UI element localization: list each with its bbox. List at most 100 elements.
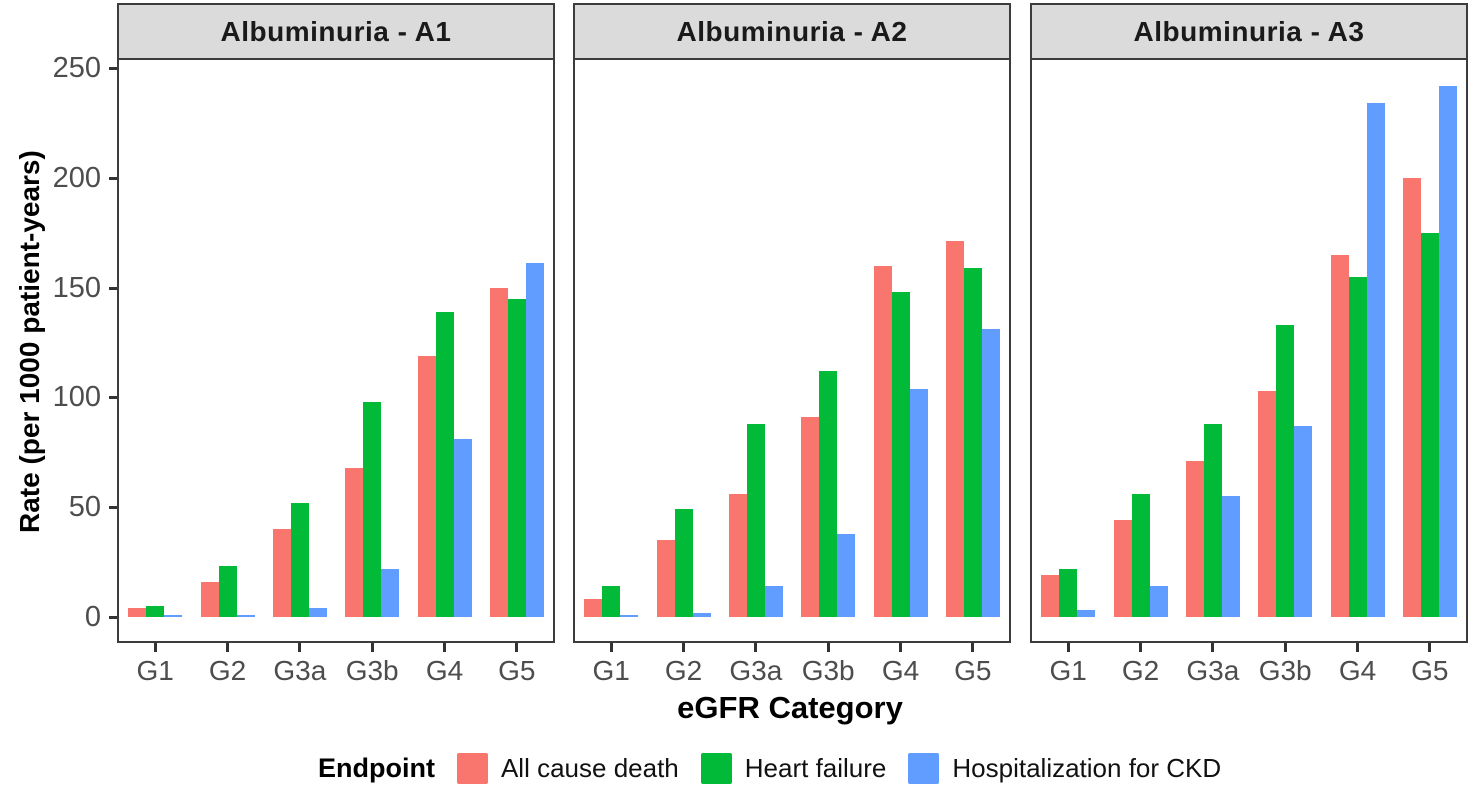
- y-axis-tick-label: 100: [52, 381, 101, 414]
- bar: [308, 608, 327, 617]
- bar: [1258, 391, 1277, 617]
- x-axis-tick-label: G3b: [801, 655, 855, 686]
- bar: [218, 566, 237, 617]
- x-axis-tick-label: G3b: [1258, 655, 1312, 686]
- bar: [1077, 610, 1096, 617]
- x-axis-tick: [153, 643, 157, 652]
- x-axis-tick-label: G5: [498, 655, 536, 686]
- bar: [272, 529, 291, 617]
- legend-swatch: [456, 752, 488, 784]
- x-axis-tick: [1428, 643, 1432, 652]
- bar: [453, 439, 472, 617]
- plot-area: [1030, 58, 1468, 643]
- y-axis: 0 50 100 150 200 250: [0, 52, 117, 643]
- x-axis-tick-label: G5: [1411, 655, 1449, 686]
- bar: [1420, 233, 1439, 617]
- legend-label: Hospitalization for CKD: [952, 752, 1222, 783]
- x-axis-tick: [682, 643, 685, 652]
- bar: [764, 586, 783, 617]
- x-axis-tick: [1066, 643, 1070, 652]
- bar: [417, 356, 436, 617]
- y-axis-tick: [109, 506, 117, 510]
- bar: [1330, 255, 1349, 617]
- x-axis-tick: [826, 643, 830, 652]
- x-axis-tick-label: G2: [208, 655, 247, 686]
- facet-panel: Albuminuria - A2 G1 G2 G3a G3b G4 G5: [573, 3, 1011, 686]
- bar: [1348, 277, 1367, 617]
- bar: [1131, 494, 1150, 617]
- x-axis-tick: [1356, 643, 1359, 652]
- x-axis-tick: [609, 643, 613, 652]
- bar: [363, 402, 382, 617]
- bar: [381, 569, 400, 617]
- x-axis-tick-label: G3a: [1186, 655, 1240, 686]
- plot-area: [117, 58, 555, 643]
- y-axis-tick-label: 200: [52, 161, 101, 194]
- panel-header: Albuminuria - A3: [1030, 3, 1468, 58]
- bar: [507, 299, 526, 617]
- x-axis-tick-label: G4: [425, 655, 464, 686]
- bar: [873, 266, 892, 617]
- legend-item: Hospitalization for CKD: [908, 752, 1222, 784]
- bar: [801, 417, 820, 617]
- y-axis-tick-label: 150: [52, 271, 101, 304]
- bar: [1294, 426, 1313, 617]
- y-axis-tick-label: 0: [84, 601, 101, 633]
- legend-swatch: [908, 752, 940, 784]
- bar: [146, 606, 165, 617]
- x-axis-tick: [515, 643, 519, 652]
- y-axis-tick: [109, 67, 117, 70]
- bar: [200, 582, 219, 617]
- x-axis-tick: [899, 643, 902, 652]
- facet-panel: Albuminuria - A1 G1 G2 G3a G3b G4 G5: [117, 3, 555, 686]
- bar: [963, 268, 982, 617]
- x-axis-tick-label: G1: [136, 655, 174, 686]
- facet-panel: Albuminuria - A3 G1 G2 G3a G3b G4 G5: [1030, 3, 1468, 686]
- legend-label: Heart failure: [744, 752, 887, 783]
- bar: [584, 599, 603, 617]
- x-axis-tick: [226, 643, 229, 652]
- bar: [489, 288, 508, 617]
- x-axis-tick: [1139, 643, 1142, 652]
- bar: [164, 615, 183, 617]
- x-axis-title: eGFR Category: [677, 690, 903, 725]
- bar: [1402, 178, 1421, 617]
- x-axis-tick: [1211, 643, 1215, 652]
- x-axis-tick-label: G2: [1121, 655, 1160, 686]
- bar: [837, 534, 856, 617]
- x-axis-tick: [754, 643, 758, 652]
- x-axis-tick-label: G2: [664, 655, 703, 686]
- bar: [1185, 461, 1204, 617]
- x-axis-tick-label: G4: [1338, 655, 1377, 686]
- bar: [945, 241, 964, 617]
- bar: [891, 292, 910, 617]
- y-axis-tick: [109, 286, 117, 290]
- x-axis-tick-label: G5: [954, 655, 992, 686]
- bar: [236, 615, 255, 617]
- bar: [692, 613, 711, 617]
- y-axis-tick: [109, 616, 117, 619]
- bar: [981, 329, 1000, 617]
- bar: [525, 263, 544, 617]
- x-axis-tick-label: G3b: [345, 655, 399, 686]
- panel-header: Albuminuria - A1: [117, 3, 555, 58]
- y-axis-tick: [109, 176, 117, 180]
- y-axis-tick-label: 50: [68, 491, 101, 524]
- legend: Endpoint All cause death Heart failure Hos…: [318, 750, 1221, 786]
- bar: [1041, 575, 1060, 617]
- x-axis-tick-label: G3a: [729, 655, 783, 686]
- legend-label: All cause death: [500, 752, 679, 783]
- x-axis-tick: [370, 643, 374, 652]
- bar: [290, 503, 309, 617]
- x-axis-tick: [298, 643, 302, 652]
- bar: [602, 586, 621, 617]
- legend-item: All cause death: [456, 752, 679, 784]
- bar: [728, 494, 747, 617]
- x-axis-tick-label: G1: [592, 655, 630, 686]
- x-axis-tick: [443, 643, 446, 652]
- legend-title: Endpoint: [318, 752, 435, 783]
- bar: [1276, 325, 1295, 617]
- bar: [435, 312, 454, 617]
- x-axis-tick-label: G3a: [273, 655, 327, 686]
